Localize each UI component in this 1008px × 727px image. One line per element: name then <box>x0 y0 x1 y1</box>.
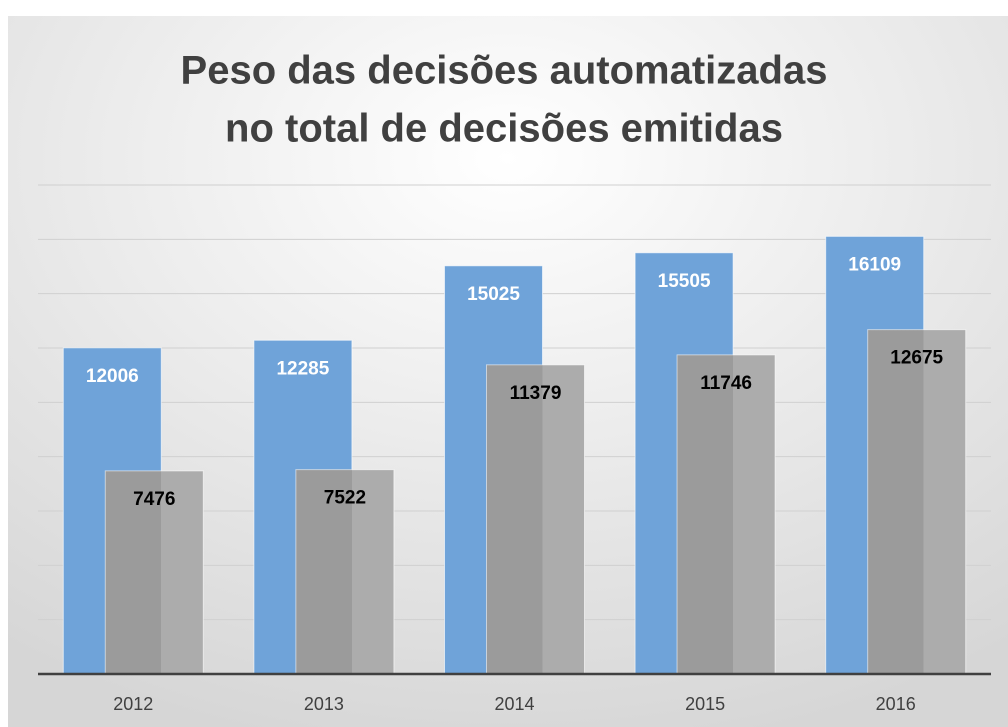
x-tick-label: 2015 <box>685 694 725 714</box>
data-label: 12285 <box>276 358 329 379</box>
data-label: 7476 <box>133 489 175 510</box>
data-label: 11379 <box>510 383 562 404</box>
x-tick-label: 2014 <box>494 694 534 714</box>
bar <box>486 364 585 675</box>
bar <box>867 329 967 675</box>
bar <box>676 354 776 675</box>
x-tick-label: 2013 <box>304 694 344 714</box>
data-label: 11746 <box>700 373 752 394</box>
data-label: 16109 <box>848 254 901 275</box>
data-label: 12006 <box>86 366 139 387</box>
data-label: 7522 <box>324 488 366 509</box>
x-tick-label: 2012 <box>113 694 153 714</box>
data-label: 12675 <box>890 348 943 369</box>
x-tick-label: 2016 <box>876 694 916 714</box>
chart-title: Peso das decisões automatizadas <box>181 49 828 93</box>
data-label: 15505 <box>658 271 711 292</box>
chart-title: no total de decisões emitidas <box>225 107 783 151</box>
data-label: 15025 <box>467 284 520 305</box>
